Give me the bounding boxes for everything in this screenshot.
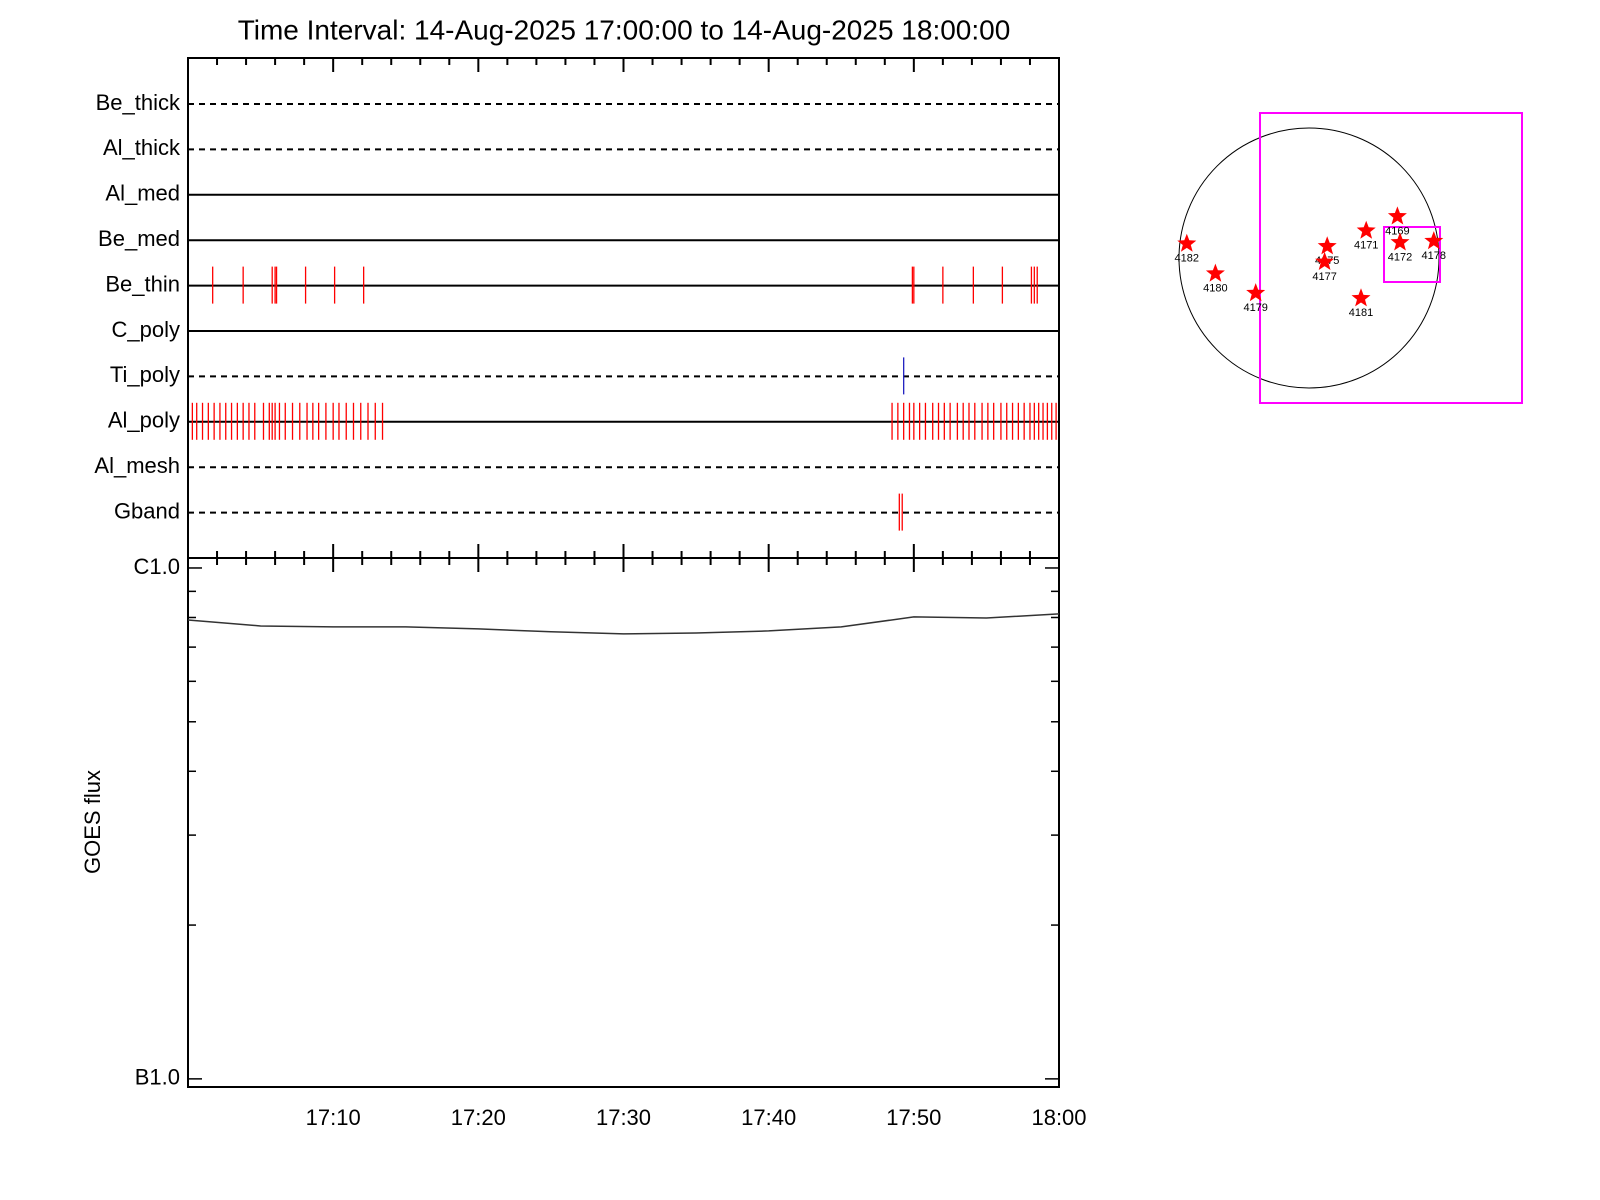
- region-star: [1356, 220, 1376, 239]
- goes-frame: [187, 557, 1060, 1088]
- filter-label: Al_med: [105, 181, 180, 206]
- fov-box: [1259, 112, 1523, 404]
- region-label: 4171: [1354, 240, 1378, 252]
- y-tick-label: B1.0: [135, 1065, 180, 1090]
- region-label: 4181: [1349, 307, 1373, 319]
- region-star: [1390, 232, 1410, 251]
- region-star: [1246, 283, 1266, 302]
- filter-label: Al_mesh: [94, 453, 180, 478]
- region-label: 4177: [1312, 271, 1336, 283]
- event-frame: [187, 57, 1060, 559]
- region-label: 4179: [1243, 302, 1267, 314]
- goes-curve: [187, 613, 1060, 635]
- x-tick-label: 17:20: [451, 1105, 506, 1130]
- filter-label: Gband: [114, 498, 180, 523]
- filter-label: Al_poly: [108, 408, 180, 433]
- roi-box: [1383, 226, 1441, 283]
- region-label: 4180: [1203, 283, 1227, 295]
- x-tick-label: 17:30: [596, 1105, 651, 1130]
- region-star: [1317, 236, 1337, 255]
- filter-label: Be_thick: [96, 90, 181, 115]
- filter-label: Ti_poly: [110, 362, 180, 387]
- filter-label: Be_thin: [105, 271, 180, 296]
- filter-label: Al_thick: [103, 135, 181, 160]
- filter-label: C_poly: [112, 317, 180, 342]
- region-star: [1315, 251, 1335, 270]
- region-star: [1205, 263, 1225, 282]
- x-tick-label: 17:40: [741, 1105, 796, 1130]
- region-label: 4182: [1175, 253, 1199, 265]
- region-label: 4169: [1385, 225, 1409, 237]
- region-star: [1177, 233, 1197, 252]
- filter-label: Be_med: [98, 226, 180, 251]
- x-tick-label: 18:00: [1031, 1105, 1086, 1130]
- x-tick-label: 17:50: [886, 1105, 941, 1130]
- region-star: [1424, 231, 1444, 250]
- y-axis-label: GOES flux: [80, 770, 105, 874]
- region-label: 4178: [1422, 250, 1446, 262]
- region-star: [1351, 288, 1371, 307]
- chart-title: Time Interval: 14-Aug-2025 17:00:00 to 1…: [238, 14, 1011, 45]
- region-label: 4172: [1388, 251, 1412, 263]
- y-tick-label: C1.0: [134, 554, 180, 579]
- region-star: [1387, 206, 1407, 225]
- x-tick-label: 17:10: [306, 1105, 361, 1130]
